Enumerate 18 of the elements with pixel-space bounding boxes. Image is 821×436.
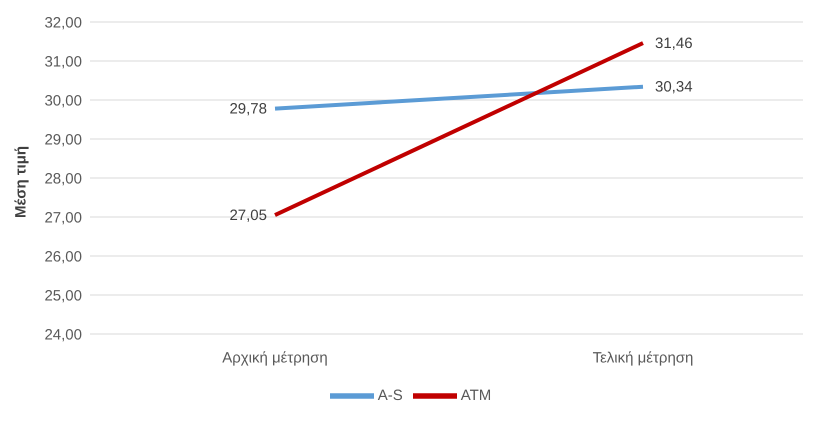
data-label: 31,46 xyxy=(655,35,693,52)
y-tick-label: 24,00 xyxy=(44,326,82,344)
y-tick-label: 32,00 xyxy=(44,14,82,32)
y-tick-label: 27,00 xyxy=(44,209,82,226)
legend-label: ATM xyxy=(460,386,492,404)
y-tick-label: 25,00 xyxy=(44,287,82,304)
y-tick-label: 30,00 xyxy=(44,92,82,110)
y-axis-title: Μέση τιμή xyxy=(12,146,30,218)
data-label: 29,78 xyxy=(229,100,267,118)
data-label: 30,34 xyxy=(655,78,693,96)
y-tick-label: 31,00 xyxy=(44,53,82,70)
y-tick-label: 28,00 xyxy=(44,170,82,188)
data-label: 27,05 xyxy=(229,207,267,224)
y-tick-label: 26,00 xyxy=(44,248,82,266)
x-tick-label: Αρχική μέτρηση xyxy=(222,350,328,367)
y-tick-label: 29,00 xyxy=(44,131,82,148)
x-tick-label: Τελική μέτρηση xyxy=(592,350,694,367)
legend-label: A-S xyxy=(378,386,403,404)
